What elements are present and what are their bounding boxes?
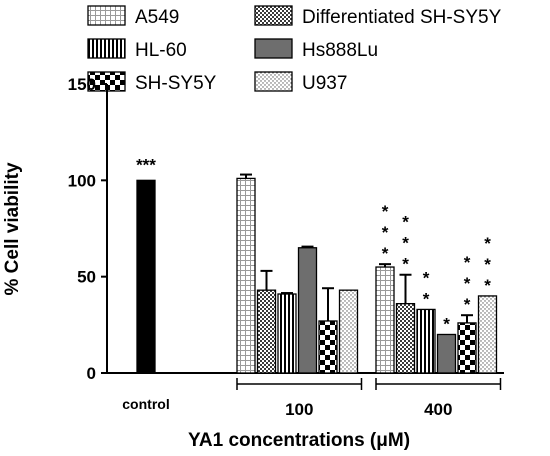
bar-100-sh-sy5y — [318, 320, 338, 374]
annotations: **** * ** * ** *** * ** * * — [136, 155, 491, 333]
legend-swatch — [254, 71, 293, 92]
significance-label: * * — [423, 268, 430, 308]
significance-label: *** — [464, 253, 471, 314]
group-label-100: 100 — [285, 400, 313, 419]
legend-item-u937: U937 — [254, 71, 347, 94]
legend-label: SH-SY5Y — [135, 73, 217, 94]
legend-label: HL-60 — [135, 40, 187, 61]
legend-swatch — [87, 38, 126, 59]
legend-item-differentiated-sh-sy5y: Differentiated SH-SY5Y — [254, 5, 502, 28]
y-tick-label: 50 — [77, 268, 96, 287]
bar-100-a549 — [236, 177, 256, 374]
significance-label: *** — [136, 155, 156, 174]
bar-400-u937 — [477, 295, 498, 374]
bar-400-differentiated-sh-sy5y — [395, 302, 416, 374]
legend-swatch — [254, 5, 293, 26]
bars — [136, 177, 498, 374]
y-tick-label: 0 — [87, 364, 96, 383]
significance-label: *** — [484, 234, 491, 295]
bar-400-a549 — [375, 266, 395, 374]
legend-label: A549 — [135, 7, 179, 28]
bar-400-sh-sy5y — [457, 322, 477, 374]
group-label-control: control — [122, 396, 169, 412]
legend-item-hl-60: HL-60 — [87, 38, 187, 61]
bar-100-hs888lu — [297, 247, 318, 374]
legend-swatch — [87, 5, 126, 26]
legend-label: Differentiated SH-SY5Y — [302, 7, 502, 28]
legend-item-sh-sy5y: SH-SY5Y — [87, 71, 217, 94]
y-axis-label: % Cell viability — [2, 162, 23, 295]
bar-control-control — [136, 179, 156, 374]
x-axis-label: YA1 concentrations (μM) — [188, 430, 410, 451]
legend-item-hs888lu: Hs888Lu — [254, 38, 378, 61]
significance-label: *** — [382, 202, 389, 263]
bar-100-hl-60 — [277, 293, 297, 374]
error-bars — [240, 173, 473, 323]
y-tick-label: 100 — [68, 171, 96, 190]
legend-label: Hs888Lu — [302, 40, 378, 61]
group-label-400: 400 — [424, 400, 452, 419]
bar-100-differentiated-sh-sy5y — [256, 289, 277, 374]
bar-100-u937 — [338, 289, 359, 374]
significance-label: *** — [402, 213, 409, 274]
legend-label: U937 — [302, 73, 347, 94]
y-tick-label: 150 — [68, 75, 96, 94]
significance-label: * — [443, 314, 450, 333]
legend-swatch — [254, 38, 293, 59]
legend-item-a549: A549 — [87, 5, 179, 28]
group-axis: control 100 400 — [122, 378, 502, 419]
bar-400-hs888lu — [436, 333, 457, 374]
bar-400-hl-60 — [416, 308, 436, 374]
legend: A549 Differentiated SH-SY5Y HL-60 Hs888Lu SH… — [87, 5, 502, 94]
